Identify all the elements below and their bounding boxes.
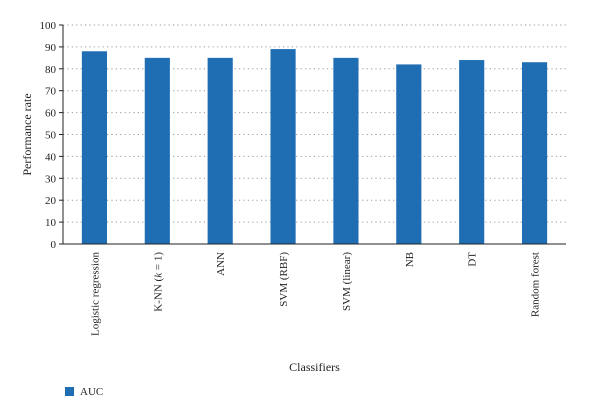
legend-swatch-auc <box>65 387 74 396</box>
bar-7 <box>459 60 485 244</box>
y-tick-labels: 0 10 20 30 40 50 60 70 80 90 100 <box>40 20 63 251</box>
bar-8 <box>521 62 548 245</box>
bars <box>81 49 548 245</box>
x-tick-label: NB <box>404 252 416 267</box>
gridlines <box>63 24 566 223</box>
x-tick-label: Random forest <box>530 252 542 317</box>
y-tick-label: 20 <box>45 195 57 207</box>
x-tick-label: Logistic regression <box>89 252 101 337</box>
x-tick-label: SVM (RBF) <box>278 252 290 307</box>
y-tick-label: 10 <box>45 217 57 229</box>
y-axis-title: Performance rate <box>20 93 34 175</box>
x-tick-label: SVM (linear) <box>341 252 353 311</box>
y-tick-label: 40 <box>45 151 57 163</box>
bar-3 <box>207 57 233 244</box>
bar-2 <box>144 57 170 244</box>
y-tick-label: 60 <box>45 108 57 120</box>
y-tick-label: 80 <box>45 64 57 76</box>
legend-label-auc: AUC <box>80 386 103 398</box>
y-tick-label: 90 <box>45 42 57 54</box>
bar-1 <box>81 51 108 244</box>
y-tick-label: 0 <box>51 239 57 251</box>
x-tick-label: K-NN (k = 1) <box>152 252 164 312</box>
y-tick-label: 30 <box>45 173 57 185</box>
y-tick-label: 70 <box>45 86 57 98</box>
legend: AUC <box>65 386 103 398</box>
bar-4 <box>270 49 296 245</box>
x-tick-labels: Logistic regression K-NN (k = 1) ANN SVM (R… <box>89 252 541 337</box>
y-tick-label: 100 <box>40 20 57 32</box>
x-tick-label: DT <box>467 252 479 267</box>
x-axis-title: Classifiers <box>289 360 340 374</box>
bar-6 <box>396 64 422 244</box>
bar-5 <box>333 57 359 244</box>
x-tick-label: ANN <box>215 252 227 276</box>
y-tick-label: 50 <box>45 130 57 142</box>
